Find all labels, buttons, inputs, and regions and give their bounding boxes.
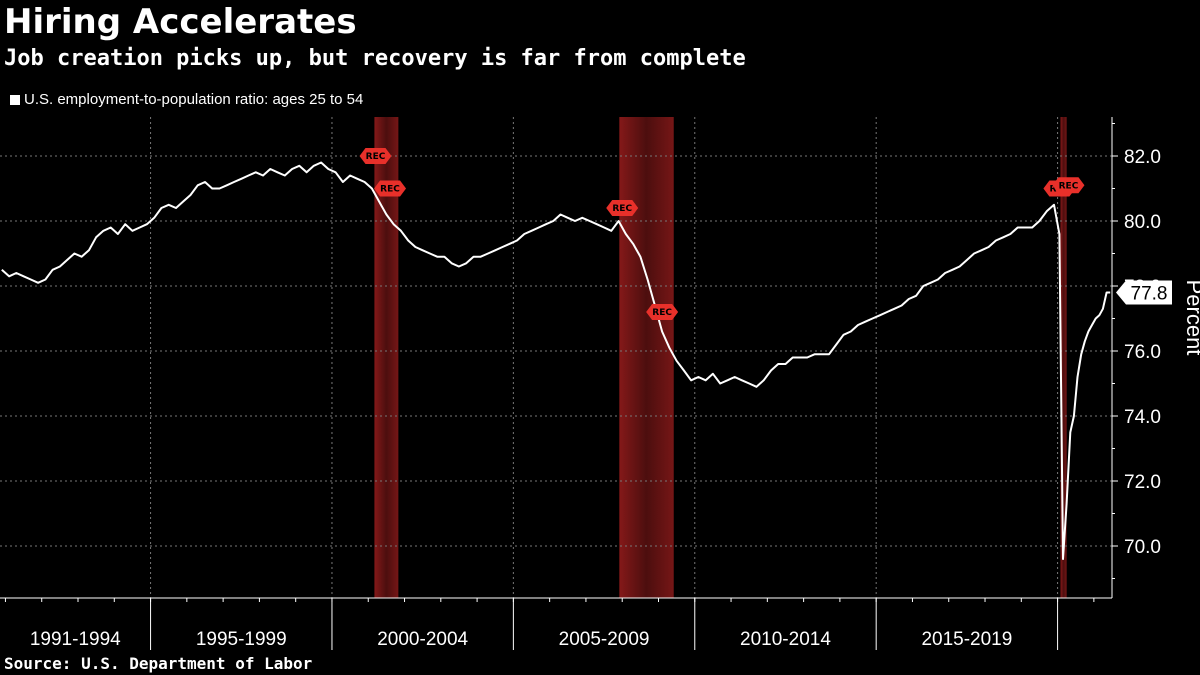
rec-marker-shape [606,200,639,216]
legend-label: U.S. employment-to-population ratio: age… [24,91,364,108]
last-value-group: 77.8 [1116,280,1172,305]
y-tick-label: 82.0 [1124,147,1161,168]
rec-marker-label: REC [612,204,632,214]
rec-marker-label: REC [366,152,386,162]
rec-marker: REC [646,304,679,320]
x-period-label: 2015-2019 [921,629,1012,650]
x-period-label: 2000-2004 [377,629,468,650]
y-tick-label: 70.0 [1124,537,1161,558]
chart-title: Hiring Accelerates [4,2,357,42]
rec-marker-label: REC [652,308,672,318]
rec-marker-shape [646,304,679,320]
y-tick-label: 76.0 [1124,342,1161,363]
y-axis-title: Percent [1182,280,1200,356]
legend: U.S. employment-to-population ratio: age… [10,91,363,108]
recession-band [1060,117,1067,598]
y-tick-label: 72.0 [1124,472,1161,493]
recession-band [374,117,399,598]
x-axis: 1991-1994 1995-1999 2000-2004 2005-2009 2010… [0,597,1112,650]
rec-marker-shape [374,180,407,197]
last-value-tag [1116,280,1172,305]
rec-marker-label: REC [1059,181,1079,191]
y-tick-label: 80.0 [1124,212,1161,233]
x-period-label: 1991-1994 [30,629,121,650]
rec-marker-label: REC [380,185,400,195]
x-period-label: 1995-1999 [196,629,287,650]
series-line-group [1,161,1111,560]
grid [0,117,1112,598]
series-line [1,161,1111,560]
recession-band [619,117,674,598]
rec-marker: REC [606,200,639,216]
y-tick-label: 74.0 [1124,407,1161,428]
chart-subtitle: Job creation picks up, but recovery is f… [4,46,746,71]
rec-marker: REC [359,148,392,164]
rec-marker-shape [359,148,392,164]
rec-marker: REC [1052,177,1085,194]
recession-bands [374,117,1067,598]
rec-marker: REC [374,180,407,197]
legend-swatch [10,94,20,105]
rec-marker-shape [1052,177,1085,194]
last-value-label: 77.8 [1131,284,1168,305]
x-period-label: 2010-2014 [740,629,831,650]
source-note: Source: U.S. Department of Labor [4,654,313,673]
rec-markers: RECRECRECRECRECREC [359,148,1085,320]
x-period-label: 2005-2009 [559,629,650,650]
